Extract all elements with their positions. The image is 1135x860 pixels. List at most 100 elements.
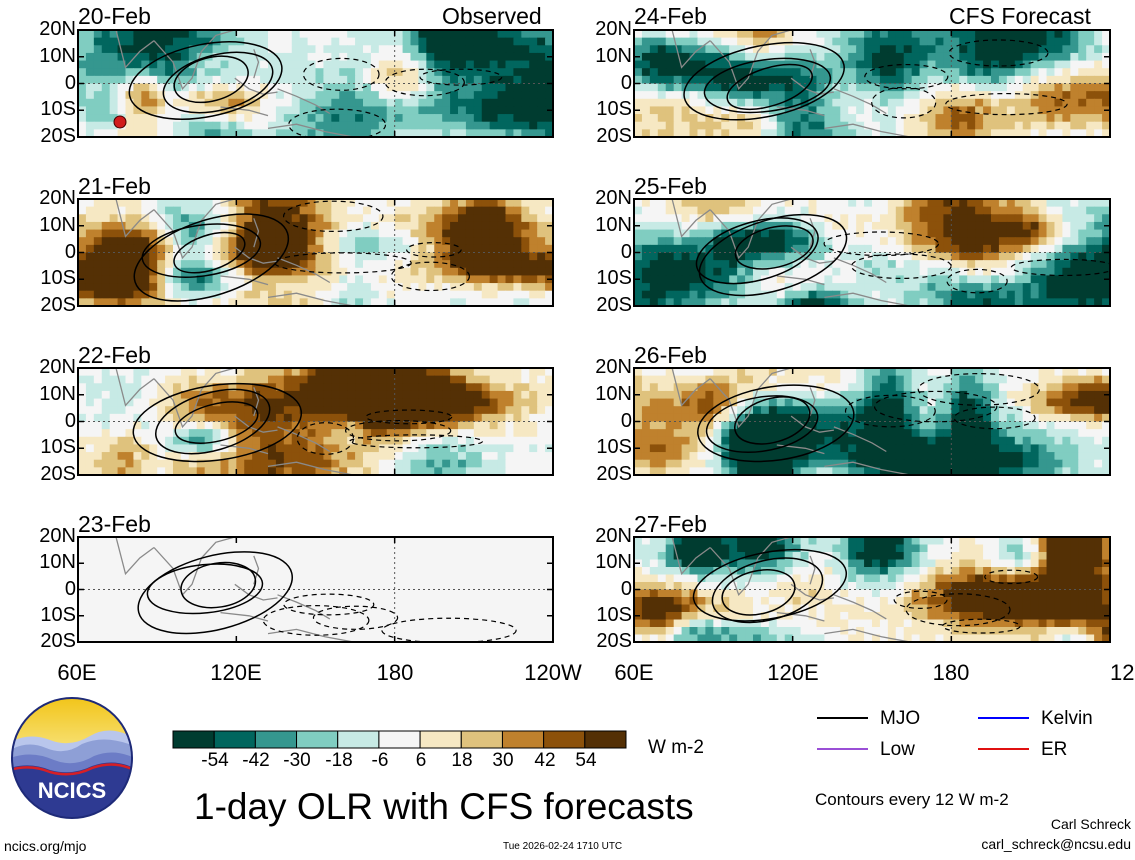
olr-cell — [204, 452, 214, 461]
olr-cell — [513, 98, 522, 108]
olr-cell — [157, 30, 166, 39]
olr-cell — [1014, 206, 1024, 215]
olr-cell — [458, 452, 467, 461]
olr-cell — [291, 429, 301, 438]
olr-cell — [323, 106, 332, 115]
olr-cell — [149, 390, 158, 400]
olr-cell — [260, 260, 269, 269]
olr-cell — [689, 398, 699, 407]
olr-cell — [935, 221, 944, 231]
olr-cell — [967, 429, 976, 438]
olr-cell — [832, 30, 841, 39]
olr-cell — [410, 467, 420, 475]
olr-cell — [1054, 283, 1063, 292]
olr-cell — [212, 375, 222, 384]
olr-cell — [339, 221, 348, 231]
olr-cell — [458, 83, 467, 92]
olr-cell — [919, 383, 929, 392]
olr-cell — [157, 260, 166, 269]
olr-cell — [85, 260, 95, 269]
olr-cell — [426, 467, 435, 475]
olr-cell — [180, 60, 190, 69]
olr-cell — [1014, 129, 1024, 137]
olr-cell — [872, 199, 881, 208]
olr-cell — [545, 60, 553, 69]
olr-cell — [228, 129, 237, 137]
mjo-contour — [726, 63, 813, 111]
olr-cell — [275, 30, 285, 39]
olr-cell — [1094, 229, 1103, 238]
olr-cell — [157, 221, 166, 231]
olr-cell — [275, 267, 285, 277]
olr-cell — [768, 206, 778, 215]
olr-cell — [872, 375, 881, 384]
olr-cell — [1086, 221, 1095, 231]
olr-cell — [188, 83, 198, 92]
olr-cell — [903, 390, 913, 400]
olr-cell — [196, 68, 206, 77]
olr-cell — [85, 129, 95, 137]
olr-cell — [236, 244, 245, 254]
olr-cell — [521, 406, 530, 415]
olr-cell — [481, 30, 491, 39]
olr-cell — [165, 436, 174, 446]
olr-cell — [236, 252, 245, 261]
olr-cell — [649, 214, 659, 223]
olr-cell — [458, 221, 467, 231]
olr-cell — [315, 229, 325, 238]
olr-cell — [673, 421, 683, 430]
olr-cell — [394, 106, 404, 115]
olr-cell — [1014, 275, 1024, 284]
olr-cell — [641, 214, 651, 223]
olr-cell — [879, 252, 889, 261]
olr-cell — [458, 406, 467, 415]
olr-cell — [323, 68, 332, 77]
olr-cell — [188, 229, 198, 238]
olr-cell — [363, 221, 372, 231]
olr-cell — [998, 244, 1008, 254]
olr-cell — [919, 421, 929, 430]
olr-cell — [1006, 406, 1016, 415]
olr-cell — [299, 45, 309, 54]
olr-cell — [481, 267, 491, 277]
olr-cell — [998, 383, 1008, 392]
olr-cell — [149, 429, 158, 438]
olr-cell — [784, 383, 794, 392]
olr-cell — [481, 252, 491, 261]
olr-cell — [1046, 290, 1056, 299]
olr-cell — [1038, 121, 1048, 130]
olr-cell — [370, 229, 380, 238]
olr-cell — [776, 375, 786, 384]
olr-cell — [410, 121, 420, 130]
olr-cell — [78, 237, 87, 246]
olr-cell — [497, 459, 507, 468]
olr-cell — [291, 60, 301, 69]
olr-cell — [410, 383, 420, 392]
olr-cell — [473, 129, 483, 137]
olr-cell — [299, 275, 309, 284]
olr-cell — [887, 106, 897, 115]
olr-cell — [848, 221, 857, 231]
olr-cell — [299, 91, 309, 100]
olr-cell — [378, 30, 388, 39]
olr-cell — [196, 83, 206, 92]
olr-cell — [967, 244, 976, 254]
olr-cell — [283, 60, 293, 69]
olr-cell — [157, 91, 166, 100]
olr-cell — [991, 368, 1000, 377]
olr-cell — [760, 368, 770, 377]
olr-cell — [776, 290, 786, 299]
olr-cell — [188, 45, 198, 54]
olr-cell — [745, 52, 754, 62]
olr-cell — [141, 368, 150, 377]
olr-cell — [1102, 98, 1110, 108]
olr-cell — [792, 398, 802, 407]
olr-cell — [1094, 237, 1103, 246]
olr-cell — [824, 298, 833, 306]
olr-cell — [473, 98, 483, 108]
olr-cell — [808, 114, 818, 123]
olr-cell — [450, 368, 459, 377]
olr-cell — [998, 37, 1008, 46]
olr-cell — [864, 229, 873, 238]
olr-cell — [634, 83, 643, 92]
